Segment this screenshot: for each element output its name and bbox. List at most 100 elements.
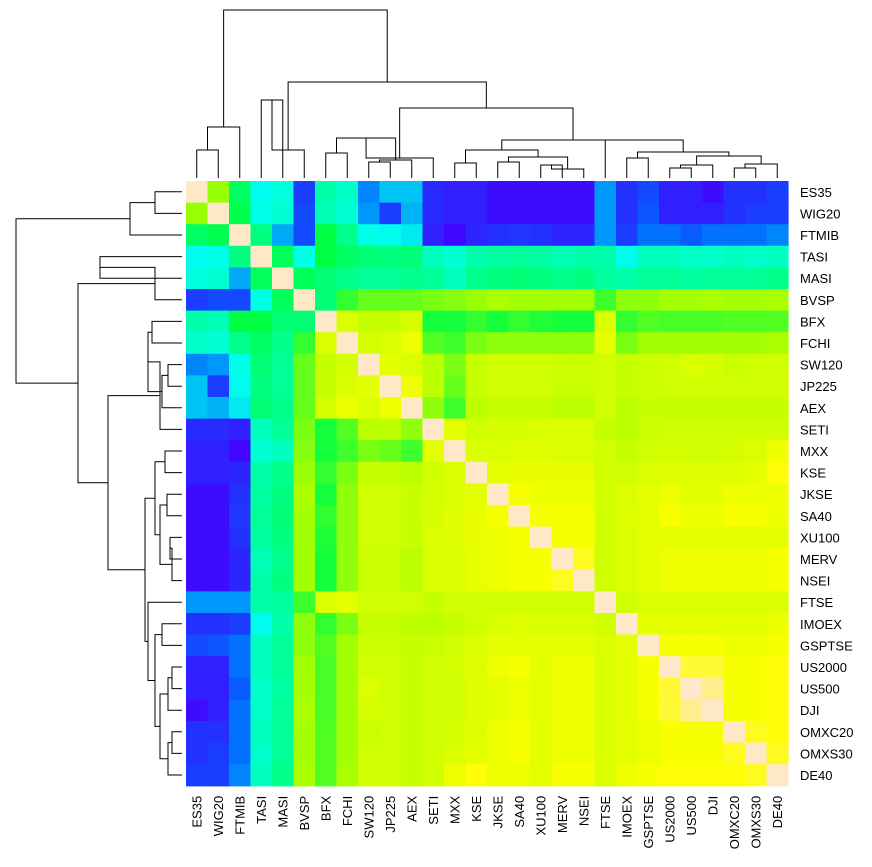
heatmap-cell (401, 548, 424, 571)
column-tick-label: XU100 (534, 796, 549, 836)
heatmap-cell (379, 505, 402, 528)
heatmap-cell (616, 699, 639, 722)
heatmap-cell (379, 613, 402, 636)
heatmap-cell (723, 418, 746, 441)
heatmap-cell (723, 526, 746, 549)
heatmap-cell (702, 440, 725, 463)
heatmap-cell (487, 742, 510, 765)
row-tick-label: IMOEX (800, 617, 842, 632)
heatmap-cell (272, 656, 295, 679)
heatmap-cell (659, 353, 682, 376)
heatmap-cell (680, 397, 703, 420)
heatmap-cell (250, 245, 273, 268)
heatmap-cell (508, 699, 531, 722)
heatmap-cell (229, 505, 252, 528)
heatmap-cell (229, 526, 252, 549)
column-dendrogram-branch (637, 151, 730, 158)
heatmap-cell (422, 267, 445, 290)
heatmap-cell (444, 591, 467, 614)
heatmap-cell (336, 332, 359, 355)
heatmap-cell (745, 677, 768, 700)
heatmap-cell (379, 461, 402, 484)
heatmap-cell (272, 353, 295, 376)
heatmap-cell (745, 548, 768, 571)
heatmap-cell (616, 375, 639, 398)
heatmap-cell (207, 742, 230, 765)
heatmap-cell (465, 245, 488, 268)
heatmap-cell (422, 332, 445, 355)
heatmap-cell (250, 721, 273, 744)
heatmap-cell (358, 418, 381, 441)
heatmap-cell (530, 418, 553, 441)
heatmap-cell (659, 245, 682, 268)
heatmap-cell (723, 548, 746, 571)
heatmap-cell (315, 505, 338, 528)
heatmap-cell (723, 310, 746, 333)
column-tick-label: AEX (405, 795, 420, 821)
heatmap-cell (358, 526, 381, 549)
heatmap-cell (637, 461, 660, 484)
heatmap-cell (616, 634, 639, 657)
heatmap-cell (358, 764, 381, 787)
heatmap-cell (422, 245, 445, 268)
row-dendrogram-branch (161, 623, 182, 646)
heatmap-cell (530, 332, 553, 355)
heatmap-cell (379, 310, 402, 333)
heatmap-cell (401, 267, 424, 290)
heatmap-cell (444, 526, 467, 549)
heatmap-cell (422, 613, 445, 636)
heatmap-cell (680, 267, 703, 290)
column-tick-label: IMOEX (620, 795, 635, 837)
heatmap-cell (573, 332, 596, 355)
heatmap-cell (766, 289, 789, 312)
heatmap-cell (702, 353, 725, 376)
heatmap-cell (530, 677, 553, 700)
heatmap-cell (637, 526, 660, 549)
heatmap-cell (401, 418, 424, 441)
heatmap-cell (293, 699, 316, 722)
heatmap-cell (186, 353, 209, 376)
column-dendrogram-branch (454, 162, 477, 178)
heatmap-cell (207, 267, 230, 290)
heatmap-cell (723, 181, 746, 204)
column-dendrogram-branch (368, 161, 391, 178)
heatmap-cell (723, 634, 746, 657)
heatmap-cell (594, 569, 617, 592)
column-tick-label: FTMIB (233, 796, 248, 835)
heatmap-cell (336, 721, 359, 744)
heatmap-cell (229, 418, 252, 441)
heatmap-cell (336, 613, 359, 636)
heatmap-cell (250, 181, 273, 204)
column-tick-label: DE40 (770, 796, 785, 829)
heatmap-cell (379, 289, 402, 312)
heatmap-cell (379, 634, 402, 657)
heatmap-cell (659, 267, 682, 290)
heatmap-cell (530, 569, 553, 592)
column-dendrogram-branch (325, 152, 348, 178)
heatmap-cell (702, 742, 725, 765)
heatmap-cell (487, 461, 510, 484)
row-tick-label: JKSE (800, 487, 833, 502)
heatmap-cell (530, 375, 553, 398)
column-tick-label: JKSE (491, 795, 506, 828)
heatmap-cell (465, 656, 488, 679)
heatmap-cell (616, 202, 639, 225)
heatmap-cell (745, 505, 768, 528)
heatmap-cell (508, 483, 531, 506)
heatmap-cell (702, 202, 725, 225)
heatmap-cell (594, 483, 617, 506)
heatmap-cell (659, 289, 682, 312)
heatmap-cell (616, 613, 639, 636)
heatmap-cell (315, 267, 338, 290)
heatmap-cell (680, 613, 703, 636)
heatmap-cell (573, 181, 596, 204)
heatmap-cell (186, 548, 209, 571)
heatmap-cell (637, 224, 660, 247)
heatmap-cell (573, 742, 596, 765)
heatmap-cell (444, 548, 467, 571)
column-tick-label: MASI (276, 796, 291, 828)
column-dendrogram-branch (680, 164, 714, 178)
heatmap-cell (465, 332, 488, 355)
heatmap-cell (229, 569, 252, 592)
heatmap-cell (272, 202, 295, 225)
